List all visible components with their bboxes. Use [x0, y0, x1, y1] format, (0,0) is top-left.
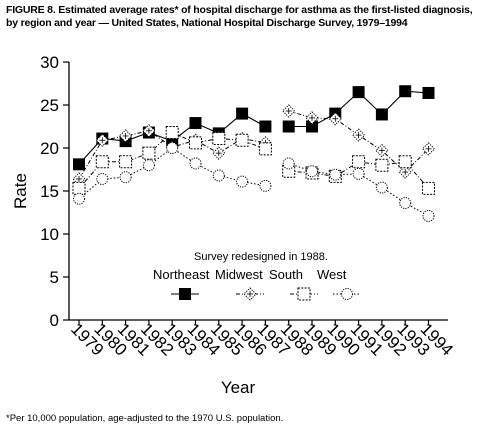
y-axis: 0 5 10 15 20 25 30 [40, 53, 70, 330]
series-line-midwest [78, 130, 266, 180]
data-point-south [258, 142, 272, 156]
legend-label-west: West [317, 267, 347, 282]
data-point-northeast [236, 107, 249, 120]
data-point-northeast [375, 108, 388, 121]
data-point-west [282, 157, 295, 170]
series-layer [72, 85, 436, 222]
data-point-northeast [189, 117, 202, 130]
data-point-west [352, 167, 365, 180]
data-point-west [212, 169, 225, 182]
data-point-northeast [422, 86, 435, 99]
x-axis-title: Year [221, 378, 256, 397]
data-point-west [189, 157, 202, 170]
data-point-south [165, 126, 179, 140]
data-point-west [259, 179, 272, 192]
legend-marker-west [341, 288, 353, 300]
annotation: Survey redesigned in 1988. [194, 251, 328, 263]
y-tick-label: 15 [40, 182, 59, 201]
y-tick-label: 10 [40, 225, 59, 244]
data-point-south [235, 133, 249, 147]
y-tick-group: 0 5 10 15 20 25 30 [40, 53, 69, 330]
data-point-west [236, 175, 249, 188]
data-point-south [95, 155, 109, 169]
legend-marker-northeast [179, 288, 191, 300]
data-point-northeast [73, 158, 85, 171]
legend-label-south: South [269, 267, 303, 282]
data-point-west [306, 165, 318, 178]
footnote: *Per 10,000 population, age-adjusted to … [6, 413, 284, 424]
data-point-west [166, 142, 179, 154]
data-point-west [329, 168, 342, 181]
y-tick-label: 25 [40, 96, 59, 115]
data-point-south [189, 136, 202, 150]
data-point-northeast [306, 120, 318, 133]
data-point-south [119, 155, 133, 169]
legend: Northeast Midwest South West [153, 267, 361, 301]
data-point-west [142, 159, 155, 172]
survey-redesign-note: Survey redesigned in 1988. [194, 251, 328, 263]
data-point-west [399, 197, 412, 210]
data-point-south [142, 146, 156, 160]
legend-label-northeast: Northeast [153, 267, 210, 282]
data-point-south [375, 158, 389, 172]
legend-marker-south [297, 287, 311, 301]
data-point-south [72, 181, 86, 195]
data-point-south [352, 155, 366, 169]
data-point-south [398, 155, 412, 169]
data-point-west [96, 172, 109, 185]
data-point-northeast [352, 86, 365, 99]
data-point-west [422, 209, 435, 222]
data-point-west [73, 192, 85, 205]
data-point-west [119, 171, 132, 184]
y-tick-label: 0 [50, 311, 59, 330]
legend-label-midwest: Midwest [215, 267, 263, 282]
y-tick-label: 5 [50, 268, 59, 287]
data-point-south [212, 132, 226, 146]
y-tick-label: 30 [40, 53, 59, 72]
data-point-northeast [282, 120, 295, 133]
series-west [73, 142, 435, 222]
x-tick-group: 1979198019811982198319841985198619871988… [67, 319, 457, 359]
data-point-northeast [259, 120, 272, 133]
y-tick-label: 20 [40, 139, 59, 158]
y-axis-title: Rate [11, 173, 30, 209]
data-point-west [375, 181, 388, 194]
x-axis: 1979198019811982198319841985198619871988… [67, 319, 457, 360]
data-point-northeast [399, 85, 412, 98]
data-point-south [422, 181, 435, 195]
chart-title: FIGURE 8. Estimated average rates* of ho… [6, 4, 473, 29]
